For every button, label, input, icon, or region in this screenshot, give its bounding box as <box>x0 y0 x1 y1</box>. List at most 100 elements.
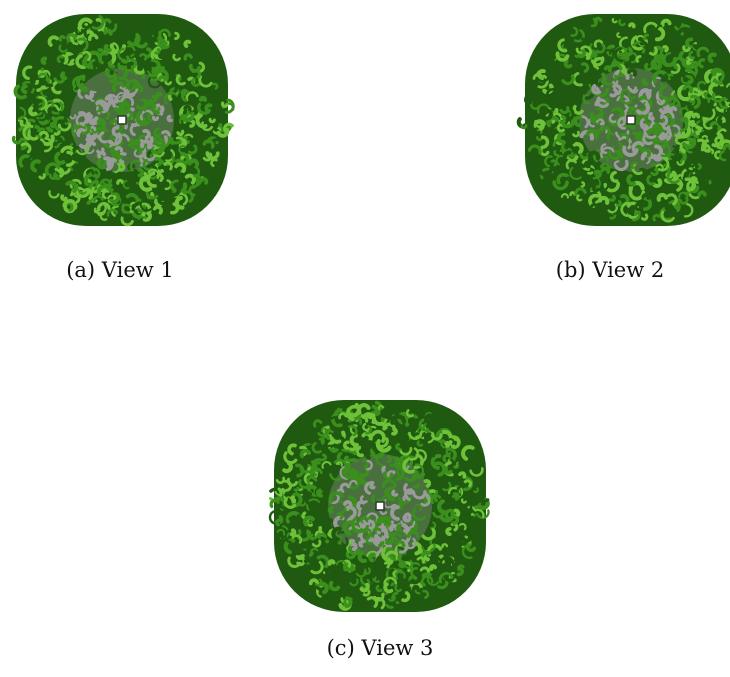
helix-coil <box>630 161 638 170</box>
helix-coil <box>421 527 436 541</box>
helix-coil <box>681 58 696 69</box>
helix-coil <box>224 98 235 114</box>
helix-coil <box>697 163 702 170</box>
helix-coil <box>442 481 452 492</box>
helix-coil <box>157 36 170 50</box>
helix-coil <box>97 51 109 65</box>
helix-coil <box>288 514 301 524</box>
helix-coil <box>701 90 709 99</box>
helix-coil <box>614 141 623 153</box>
helix-coil <box>426 489 439 498</box>
helix-coil <box>316 554 330 569</box>
helix-coil <box>330 416 340 424</box>
helix-coil <box>643 154 651 165</box>
helix-coil <box>109 192 121 204</box>
helix-coil <box>634 134 643 141</box>
helix-coil <box>677 84 690 102</box>
helix-coil <box>611 17 618 24</box>
helix-coil <box>406 530 419 538</box>
helix-coil <box>339 482 351 492</box>
helix-coil <box>170 183 181 197</box>
helix-coil <box>409 597 424 608</box>
helix-coil <box>587 150 601 161</box>
helix-coil <box>19 119 31 129</box>
helix-coil <box>469 467 484 477</box>
helix-coil <box>715 84 727 97</box>
helix-coil <box>169 41 179 54</box>
helix-coil <box>180 152 190 167</box>
helix-coil <box>200 121 213 132</box>
center-marker <box>117 115 127 125</box>
helix-coil <box>653 144 664 159</box>
helix-coil <box>287 443 297 456</box>
helix-coil <box>723 107 730 115</box>
helix-coil <box>156 188 172 198</box>
helix-coil <box>327 505 334 514</box>
helix-coil <box>327 559 336 566</box>
helix-coil <box>97 150 107 159</box>
helix-coil <box>78 135 93 150</box>
helix-coil <box>111 81 126 92</box>
helix-coil <box>714 150 721 160</box>
helix-coil <box>124 109 134 121</box>
helix-coil <box>342 462 352 473</box>
helix-coil <box>650 168 659 177</box>
helix-coil <box>144 61 157 75</box>
helix-coil <box>375 439 392 453</box>
helix-coil <box>647 127 658 136</box>
helix-coil <box>82 50 92 61</box>
helix-coil <box>637 114 648 123</box>
helix-coil <box>11 135 23 145</box>
helix-coil <box>349 468 365 484</box>
helix-coil <box>109 134 116 141</box>
helix-coil <box>361 412 377 425</box>
helix-coil <box>38 96 48 111</box>
helix-coil <box>618 19 626 27</box>
helix-coil <box>678 50 689 63</box>
helix-coil <box>329 574 335 581</box>
helix-coil <box>309 533 315 541</box>
helix-coil <box>22 124 34 141</box>
helix-coil <box>711 92 725 103</box>
helix-coil <box>697 138 708 152</box>
helix-coil <box>380 409 393 419</box>
helix-coil <box>652 123 663 132</box>
helix-coil <box>135 110 149 126</box>
helix-coil <box>317 532 327 539</box>
helix-coil <box>576 99 583 107</box>
helix-coil <box>643 21 659 34</box>
helix-coil <box>283 538 296 555</box>
helix-coil <box>695 125 702 135</box>
helix-coil <box>120 95 135 106</box>
helix-coil <box>725 82 730 91</box>
helix-coil <box>595 43 606 54</box>
helix-coil <box>301 568 313 580</box>
helix-coil <box>346 404 358 422</box>
helix-coil <box>143 102 157 112</box>
helix-coil <box>174 162 187 173</box>
helix-coil <box>664 203 675 213</box>
helix-coil <box>176 129 185 136</box>
helix-coil <box>184 173 196 185</box>
helix-coil <box>600 125 612 135</box>
helix-coil <box>128 185 143 197</box>
helix-coil <box>707 148 715 155</box>
helix-coil <box>479 492 490 503</box>
helix-coil <box>660 73 669 82</box>
helix-coil <box>352 469 359 477</box>
helix-coil <box>349 578 359 587</box>
helix-coil <box>597 195 610 205</box>
helix-coil <box>627 91 636 100</box>
helix-coil <box>423 479 432 488</box>
figure-panel-a: (a) View 1 <box>0 0 240 300</box>
helix-coil <box>87 33 99 42</box>
helix-coil <box>382 471 394 480</box>
helix-coil <box>43 113 54 128</box>
helix-coil <box>360 440 377 453</box>
helix-coil <box>710 75 719 87</box>
helix-coil <box>636 60 650 70</box>
helix-coil <box>142 149 157 162</box>
helix-coil <box>726 105 730 116</box>
helix-coil <box>679 196 689 205</box>
helix-coil <box>694 89 705 97</box>
